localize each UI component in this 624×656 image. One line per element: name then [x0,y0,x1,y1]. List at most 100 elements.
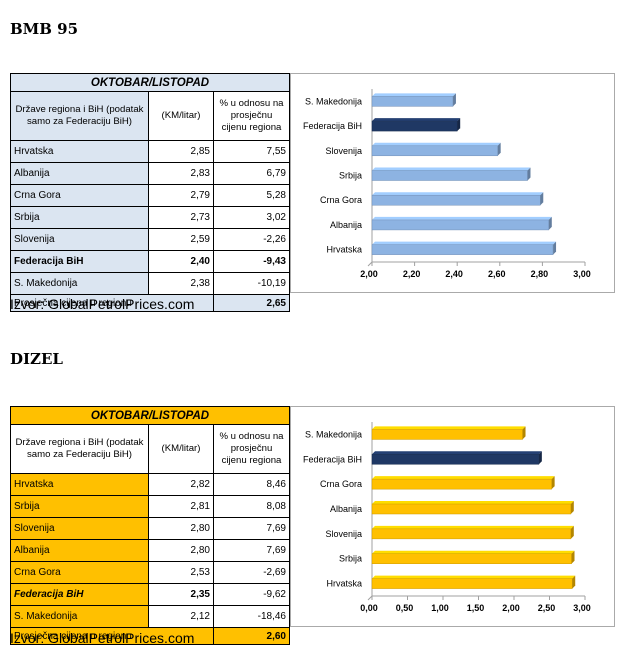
x-tick-label: 3,00 [573,603,591,613]
bar-srbija [371,170,528,181]
bar-top-face [372,192,544,196]
table-row: Slovenija 2,59 -2,26 [10,228,290,251]
category-label: Crna Gora [320,479,362,489]
bar-side-face [553,241,557,255]
x-tick-label: 0,00 [360,603,378,613]
x-tick-label: 1,00 [431,603,449,613]
x-tick-label: 2,40 [445,269,463,279]
bar-side-face [570,525,574,539]
bar-albanija [371,219,550,231]
bar-side-face [457,118,461,132]
x-tick-label: 2,80 [531,269,549,279]
x-tick-label: 2,00 [360,269,378,279]
source-note: Izvor: GlobalPetrolPrices.com [10,630,195,646]
table-title: OKTOBAR/LISTOPAD [10,73,290,92]
bar-top-face [372,426,526,430]
bar-top-face [372,118,461,122]
bar-crna-gora [371,194,541,206]
table-row: Slovenija 2,80 7,69 [10,517,290,540]
bar-s-makedonija [371,96,454,107]
header-country: Države regiona i BiH (podatak samo za Fe… [10,91,149,141]
table-row: Crna Gora 2,53 -2,69 [10,561,290,584]
x-tick-label: 2,20 [403,269,421,279]
table-row: Crna Gora 2,79 5,28 [10,184,290,207]
bar-top-face [372,501,574,504]
table-row: Hrvatska 2,85 7,55 [10,140,290,163]
table-row-highlight: Federacija BiH 2,35 -9,62 [10,583,290,606]
x-tick-label: 2,60 [488,269,506,279]
bar-s-makedonija [371,429,523,440]
category-label: Federacija BiH [303,454,362,464]
bar-side-face [527,167,531,181]
x-tick-label: 0,50 [396,603,414,613]
table-row: Albanija 2,80 7,69 [10,539,290,562]
table-row: Srbija 2,73 3,02 [10,206,290,229]
bar-federacija-bih [371,120,458,132]
price-table-bmb95: OKTOBAR/LISTOPAD Države regiona i BiH (p… [10,73,290,312]
x-tick-label: 3,00 [573,269,591,279]
category-label: Slovenija [325,146,362,156]
axis-corner [367,261,373,267]
header-price: (KM/litar) [148,91,214,141]
table-row: S. Makedonija 2,38 -10,19 [10,272,290,295]
section-heading-dizel: DIZEL [10,350,63,368]
bar-top-face [372,216,552,220]
table-row: Srbija 2,81 8,08 [10,495,290,518]
category-label: Hrvatska [326,245,362,255]
category-label: Albanija [330,220,362,230]
price-table-dizel: OKTOBAR/LISTOPAD Države regiona i BiH (p… [10,406,290,645]
average-row: Prosječna cijena u regionu 2,65 [10,294,290,312]
bar-top-face [372,575,576,579]
bar-albanija [371,503,572,515]
average-row: Prosječna cijena u regionu 2,60 [10,627,290,645]
category-label: Slovenija [325,529,362,539]
category-label: Federacija BiH [303,121,362,131]
category-label: S. Makedonija [305,96,362,106]
table-row: Albanija 2,83 6,79 [10,162,290,185]
bar-side-face [572,575,576,589]
bar-chart-dizel: 0,00 0,50 1,00 1,50 2,00 2,50 3,00 S. Makedonij… [303,422,591,613]
header-price: (KM/litar) [148,424,214,474]
bar-side-face [548,216,552,230]
axis-corner [367,595,373,601]
category-label: Albanija [330,504,362,514]
category-label: Srbija [339,554,362,564]
bar-chart-bmb95: 2,00 2,20 2,40 2,60 2,80 3,00 S. Makedonija Fed… [303,89,591,279]
bar-srbija [371,553,572,564]
bar-side-face [452,93,456,107]
x-tick-label: 2,50 [538,603,556,613]
table-row-highlight: Federacija BiH 2,40 -9,43 [10,250,290,273]
source-note: Izvor: GlobalPetrolPrices.com [10,296,195,312]
category-label: Srbija [339,171,362,181]
bar-top-face [372,167,531,171]
bar-side-face [570,501,574,514]
bar-side-face [551,476,555,490]
bar-hrvatska [371,244,554,255]
x-tick-label: 1,50 [467,603,485,613]
header-country: Države regiona i BiH (podatak samo za Fe… [10,424,149,474]
bar-side-face [522,426,526,440]
bar-top-face [372,142,501,146]
bar-top-face [372,451,542,455]
header-pct: % u odnosu na prosječnu cijenu regiona [213,91,290,141]
bar-slovenija [371,528,572,540]
section-heading-bmb95: BMB 95 [10,20,79,38]
category-label: Hrvatska [326,579,362,589]
bar-top-face [372,93,456,97]
bar-side-face [540,192,544,206]
table-row: S. Makedonija 2,12 -18,46 [10,605,290,628]
bar-slovenija [371,145,498,157]
category-label: S. Makedonija [305,429,362,439]
header-pct: % u odnosu na prosječnu cijenu regiona [213,424,290,474]
bar-side-face [497,142,501,156]
bar-federacija-bih [371,454,540,465]
bar-crna-gora [371,478,552,490]
bar-top-face [372,525,574,529]
bar-top-face [372,476,555,480]
bar-side-face [538,451,542,465]
bar-hrvatska [371,578,573,589]
category-label: Crna Gora [320,195,362,205]
bar-top-face [372,550,575,554]
bar-top-face [372,241,557,245]
